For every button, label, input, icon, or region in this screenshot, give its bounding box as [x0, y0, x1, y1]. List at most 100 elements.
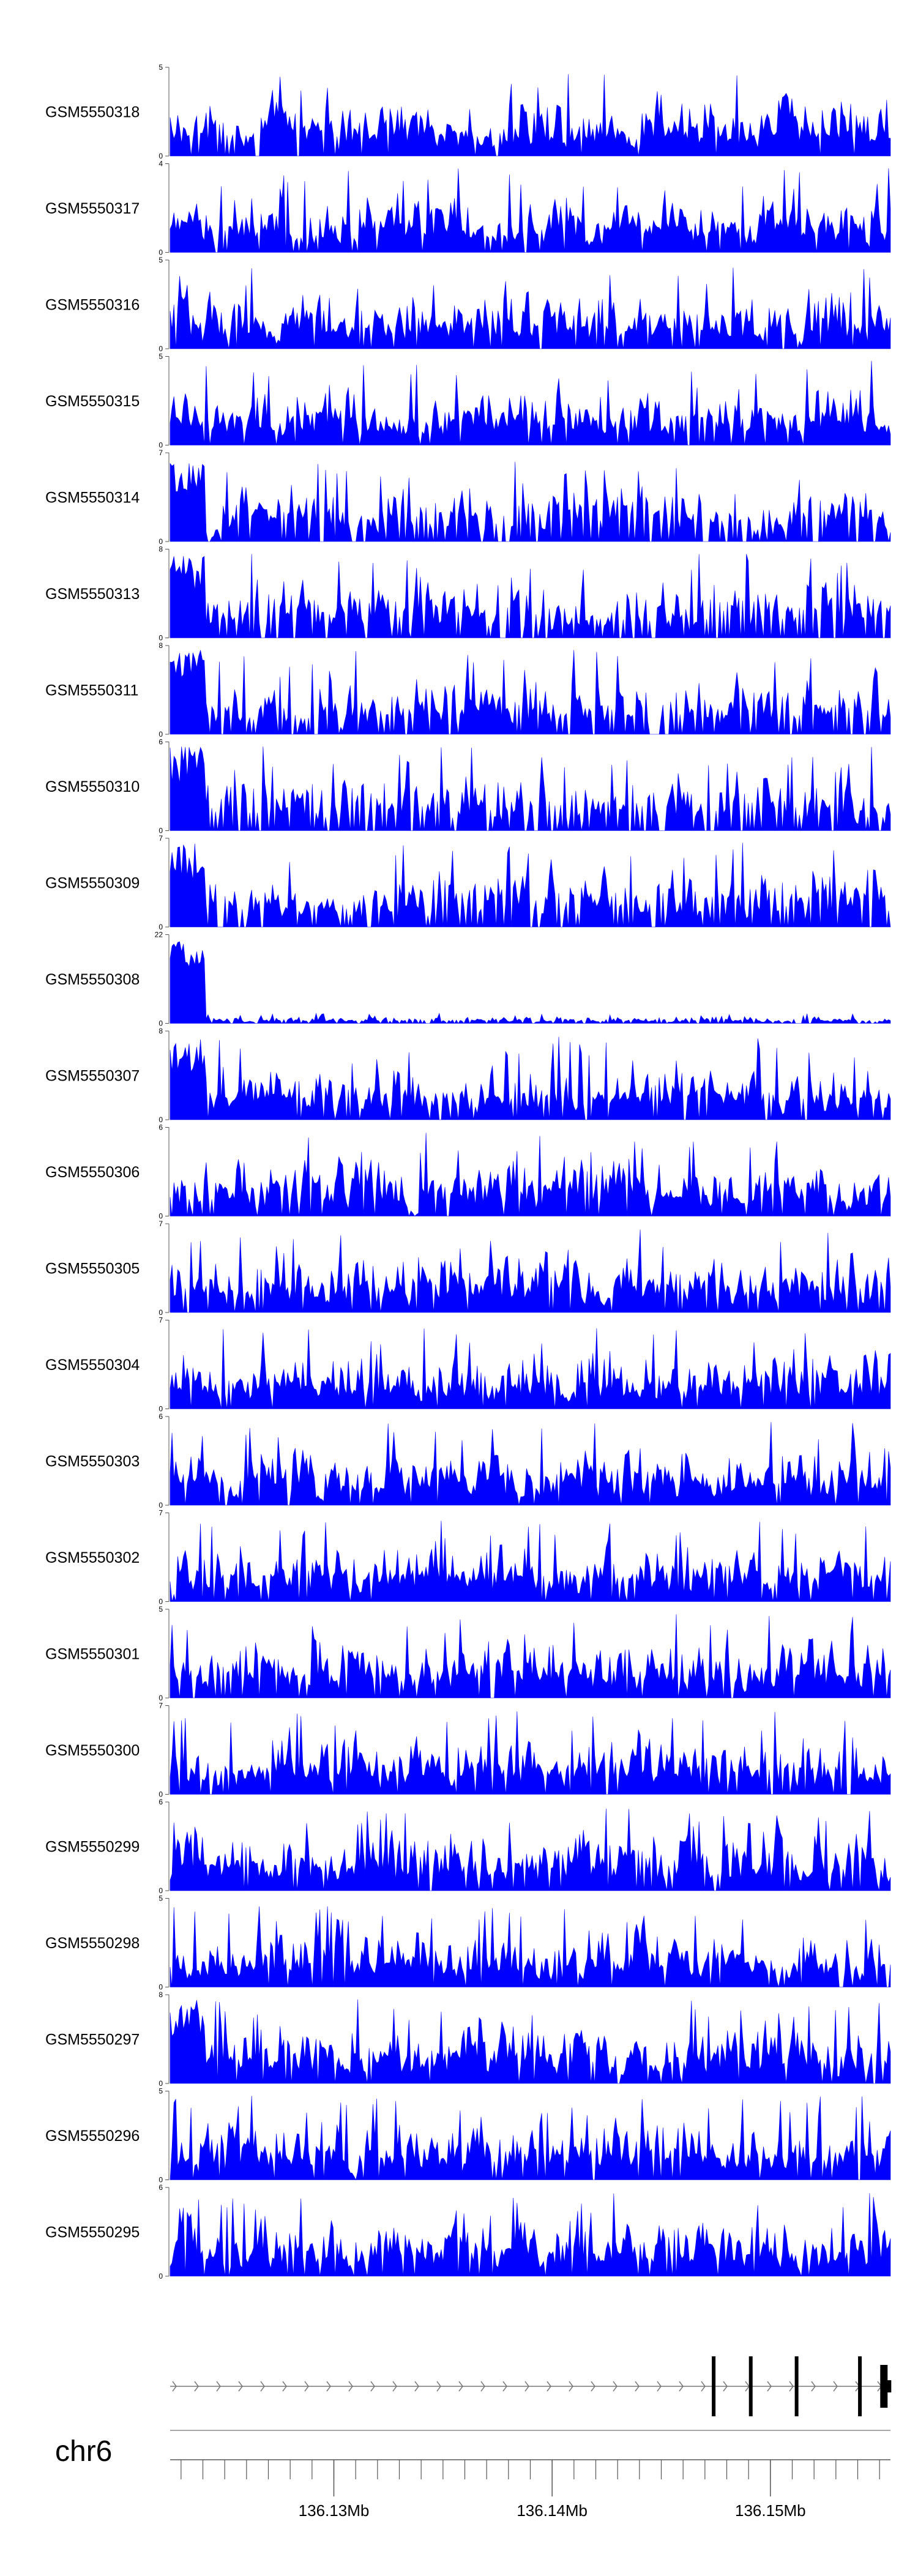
y-min-label: 0	[159, 827, 163, 835]
track-label: GSM5550310	[45, 778, 140, 795]
y-max-label: 7	[159, 1509, 163, 1517]
track-GSM5550311: GSM5550311 8 0	[45, 641, 891, 739]
exon-block	[712, 2356, 716, 2416]
strand-arrow	[547, 2381, 551, 2392]
y-min-label: 0	[159, 1886, 163, 1895]
track-label: GSM5550303	[45, 1453, 140, 1470]
coverage-area	[170, 1614, 891, 1699]
y-min-label: 0	[159, 1405, 163, 1413]
y-max-label: 8	[159, 1990, 163, 1999]
track-label: GSM5550307	[45, 1068, 140, 1085]
track-GSM5550300: GSM5550300 7 0	[45, 1702, 891, 1799]
y-min-label: 0	[159, 1694, 163, 1702]
track-label: GSM5550314	[45, 490, 140, 507]
track-GSM5550306: GSM5550306 6 0	[45, 1123, 891, 1221]
track-GSM5550301: GSM5550301 5 0	[45, 1605, 891, 1702]
coverage-area	[170, 1037, 891, 1120]
y-min-label: 0	[159, 2176, 163, 2184]
track-label: GSM5550313	[45, 586, 140, 603]
track-GSM5550308: GSM5550308 22 0	[45, 931, 891, 1028]
track-label: GSM5550316	[45, 297, 140, 314]
track-label: GSM5550305	[45, 1260, 140, 1278]
y-min-label: 0	[159, 730, 163, 739]
strand-arrow	[723, 2381, 728, 2392]
y-max-label: 22	[155, 931, 163, 939]
y-min-label: 0	[159, 1019, 163, 1028]
y-max-label: 5	[159, 1605, 163, 1614]
track-GSM5550305: GSM5550305 7 0	[45, 1219, 891, 1317]
track-label: GSM5550308	[45, 971, 140, 988]
x-tick-label: 136.14Mb	[517, 2501, 588, 2520]
track-label: GSM5550298	[45, 1935, 140, 1952]
exon-block	[881, 2380, 892, 2392]
y-max-label: 7	[159, 834, 163, 843]
gene-model-track	[170, 2356, 892, 2416]
track-GSM5550304: GSM5550304 7 0	[45, 1316, 891, 1413]
strand-arrow	[194, 2381, 199, 2392]
genome-axis-track: chr6 136.13Mb 136.14Mb 136.15Mb	[55, 2430, 890, 2520]
strand-arrow	[414, 2381, 419, 2392]
coverage-area	[170, 554, 891, 638]
track-label: GSM5550301	[45, 1646, 140, 1663]
strand-arrow	[172, 2381, 177, 2392]
strand-arrow	[767, 2381, 772, 2392]
track-label: GSM5550300	[45, 1742, 140, 1759]
coverage-area	[170, 267, 891, 349]
y-max-label: 8	[159, 545, 163, 554]
y-min-label: 0	[159, 1308, 163, 1317]
track-label: GSM5550315	[45, 393, 140, 410]
track-label: GSM5550299	[45, 1839, 140, 1856]
track-GSM5550315: GSM5550315 5 0	[45, 352, 891, 450]
coverage-area	[170, 2096, 891, 2181]
track-label: GSM5550318	[45, 104, 140, 121]
y-max-label: 6	[159, 1798, 163, 1806]
coverage-tracks: GSM555031850GSM555031740GSM555031650GSM5…	[45, 63, 891, 2280]
y-max-label: 7	[159, 1219, 163, 1228]
coverage-area	[170, 1999, 891, 2084]
y-max-label: 8	[159, 1027, 163, 1035]
y-min-label: 0	[159, 1598, 163, 1606]
track-GSM5550313: GSM5550313 8 0	[45, 545, 891, 642]
strand-arrow	[480, 2381, 485, 2392]
track-GSM5550317: GSM5550317 4 0	[45, 160, 891, 257]
strand-arrow	[524, 2381, 529, 2392]
strand-arrow	[679, 2381, 684, 2392]
track-label: GSM5550304	[45, 1357, 140, 1374]
strand-arrow	[458, 2381, 463, 2392]
track-GSM5550299: GSM5550299 6 0	[45, 1798, 891, 1895]
y-min-label: 0	[159, 1115, 163, 1124]
y-max-label: 6	[159, 1123, 163, 1132]
coverage-area	[170, 1229, 891, 1313]
strand-arrow	[348, 2381, 353, 2392]
y-min-label: 0	[159, 1790, 163, 1799]
track-label: GSM5550302	[45, 1549, 140, 1566]
track-GSM5550296: GSM5550296 5 0	[45, 2087, 891, 2184]
coverage-area	[170, 1711, 891, 1795]
y-max-label: 5	[159, 63, 163, 72]
y-max-label: 5	[159, 1894, 163, 1903]
strand-arrow	[789, 2381, 794, 2392]
coverage-area	[170, 1133, 891, 1217]
strand-arrow	[216, 2381, 221, 2392]
y-max-label: 6	[159, 2183, 163, 2192]
y-max-label: 8	[159, 641, 163, 650]
exon-block	[748, 2356, 753, 2416]
coverage-area	[170, 2193, 891, 2277]
strand-arrow	[613, 2381, 618, 2392]
coverage-area	[170, 746, 891, 831]
strand-arrow	[304, 2381, 309, 2392]
track-GSM5550318: GSM5550318 5 0	[45, 63, 891, 160]
track-label: GSM5550306	[45, 1164, 140, 1181]
y-min-label: 0	[159, 537, 163, 546]
strand-arrow	[569, 2381, 573, 2392]
y-max-label: 6	[159, 1412, 163, 1421]
track-GSM5550314: GSM5550314 7 0	[45, 449, 891, 546]
strand-arrow	[260, 2381, 265, 2392]
y-max-label: 7	[159, 449, 163, 457]
track-GSM5550295: GSM5550295 6 0	[45, 2183, 891, 2280]
y-max-label: 5	[159, 2087, 163, 2096]
coverage-area	[170, 1808, 891, 1891]
chromosome-label: chr6	[55, 2435, 112, 2468]
track-GSM5550298: GSM5550298 5 0	[45, 1894, 891, 1992]
